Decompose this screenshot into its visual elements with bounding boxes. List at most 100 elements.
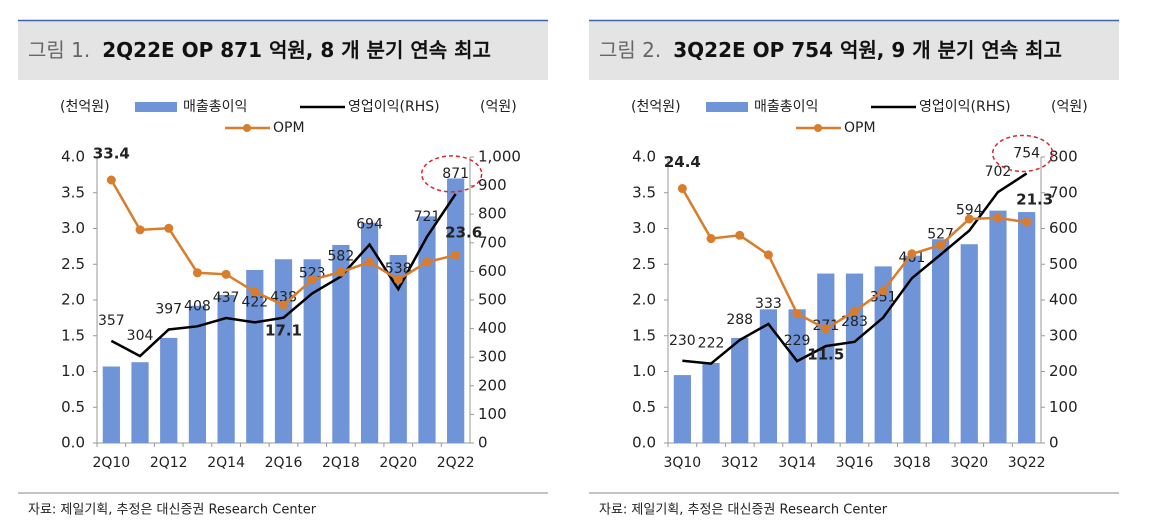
marker xyxy=(192,268,202,278)
x-tick-label: 3Q22 xyxy=(1008,455,1046,471)
marker xyxy=(792,309,802,319)
x-tick-label: 2Q10 xyxy=(92,455,130,471)
x-tick-label: 2Q16 xyxy=(265,455,303,471)
data-label: 283 xyxy=(841,314,868,330)
marker xyxy=(164,223,174,233)
figure-label: 그림 2. xyxy=(599,38,661,62)
y-tick-label: 1.5 xyxy=(632,326,656,344)
data-label: 288 xyxy=(726,312,753,328)
y2-tick-label: 800 xyxy=(478,205,507,223)
y-tick-label: 3.5 xyxy=(61,183,85,201)
marker xyxy=(907,249,917,259)
marker xyxy=(1022,217,1032,227)
highlight-circle xyxy=(420,155,483,193)
data-label: 871 xyxy=(442,166,469,182)
y-tick-label: 0.5 xyxy=(61,398,85,416)
bar xyxy=(188,305,207,443)
chart-panel: 그림 1. 2Q22E OP 871 억원, 8 개 분기 연속 최고 (천억원) (… xyxy=(18,19,548,518)
bar xyxy=(102,366,120,443)
y-tick-label: 1.5 xyxy=(61,326,85,344)
data-label: 721 xyxy=(414,209,441,225)
bar xyxy=(673,375,691,443)
data-label: 754 xyxy=(1013,145,1040,161)
y2-tick-label: 1,000 xyxy=(478,148,521,166)
bar xyxy=(1018,212,1036,443)
legend-label: OPM xyxy=(273,120,305,136)
marker xyxy=(735,230,745,240)
data-label: 222 xyxy=(698,336,725,352)
y2-tick-label: 200 xyxy=(478,376,507,394)
x-tick-label: 3Q20 xyxy=(950,455,988,471)
y2-tick-label: 900 xyxy=(478,176,507,194)
y2-tick-label: 400 xyxy=(478,319,507,337)
data-label: 694 xyxy=(356,217,383,233)
x-tick-label: 2Q18 xyxy=(322,455,360,471)
legend-label: 매출총이익 xyxy=(754,99,818,115)
y2-tick-label: 100 xyxy=(1049,398,1078,416)
marker xyxy=(250,287,260,297)
y2-tick-label: 400 xyxy=(1049,291,1078,309)
data-label: 408 xyxy=(184,298,211,314)
bar xyxy=(303,259,321,443)
title-text: 2Q22E OP 871 억원, 8 개 분기 연속 최고 xyxy=(102,38,491,62)
title-bar xyxy=(589,20,1119,80)
y-tick-label: 0.0 xyxy=(61,434,85,452)
bar xyxy=(759,309,778,443)
marker xyxy=(336,267,346,277)
y2-unit: (억원) xyxy=(480,99,517,115)
source: 자료: 제일기획, 추정은 대신증권 Research Center xyxy=(28,503,317,518)
chart-title: 그림 2. 3Q22E OP 754 억원, 9 개 분기 연속 최고 xyxy=(599,38,1062,62)
chart-panel: 그림 2. 3Q22E OP 754 억원, 9 개 분기 연속 최고 (천억원) (… xyxy=(589,19,1119,518)
bar xyxy=(131,362,149,443)
marker xyxy=(451,250,461,260)
y-tick-label: 4.0 xyxy=(61,148,85,166)
legend-marker xyxy=(814,124,822,132)
title-bar xyxy=(18,20,548,80)
y2-tick-label: 0 xyxy=(1049,434,1059,452)
data-label: 33.4 xyxy=(93,145,130,163)
x-tick-label: 2Q12 xyxy=(150,455,188,471)
marker xyxy=(936,240,946,250)
bar xyxy=(845,273,864,443)
y2-tick-label: 0 xyxy=(478,434,488,452)
data-label: 351 xyxy=(870,290,897,306)
y-tick-label: 2.0 xyxy=(632,291,656,309)
bar xyxy=(960,244,978,443)
y2-tick-label: 700 xyxy=(1049,183,1078,201)
marker xyxy=(677,184,687,194)
figure-label: 그림 1. xyxy=(28,38,90,62)
y2-tick-label: 600 xyxy=(478,262,507,280)
bar xyxy=(817,273,835,443)
data-label: 582 xyxy=(328,249,355,265)
y-tick-label: 2.5 xyxy=(632,255,656,273)
marker xyxy=(307,275,317,285)
bar xyxy=(702,362,720,443)
bar xyxy=(447,178,465,443)
y2-tick-label: 700 xyxy=(478,233,507,251)
data-label: 702 xyxy=(985,164,1012,180)
legend-label: OPM xyxy=(844,120,876,136)
marker xyxy=(763,250,773,260)
data-label: 422 xyxy=(241,294,268,310)
data-label: 11.5 xyxy=(807,345,844,363)
marker xyxy=(221,269,231,279)
data-label: 397 xyxy=(155,301,182,317)
y2-tick-label: 200 xyxy=(1049,362,1078,380)
y-tick-label: 0.0 xyxy=(632,434,656,452)
marker xyxy=(135,225,145,235)
marker xyxy=(964,214,974,224)
y2-tick-label: 300 xyxy=(478,348,507,366)
y-tick-label: 1.0 xyxy=(632,362,656,380)
y2-tick-label: 600 xyxy=(1049,219,1078,237)
bar xyxy=(903,255,921,443)
data-label: 333 xyxy=(755,296,782,312)
marker xyxy=(821,324,831,334)
y-tick-label: 1.0 xyxy=(61,362,85,380)
y2-tick-label: 100 xyxy=(478,405,507,423)
data-label: 23.6 xyxy=(445,224,482,242)
y-unit: (천억원) xyxy=(60,99,110,115)
line xyxy=(110,193,457,358)
data-label: 538 xyxy=(385,261,412,277)
legend-marker xyxy=(243,124,251,132)
bar xyxy=(731,337,749,443)
